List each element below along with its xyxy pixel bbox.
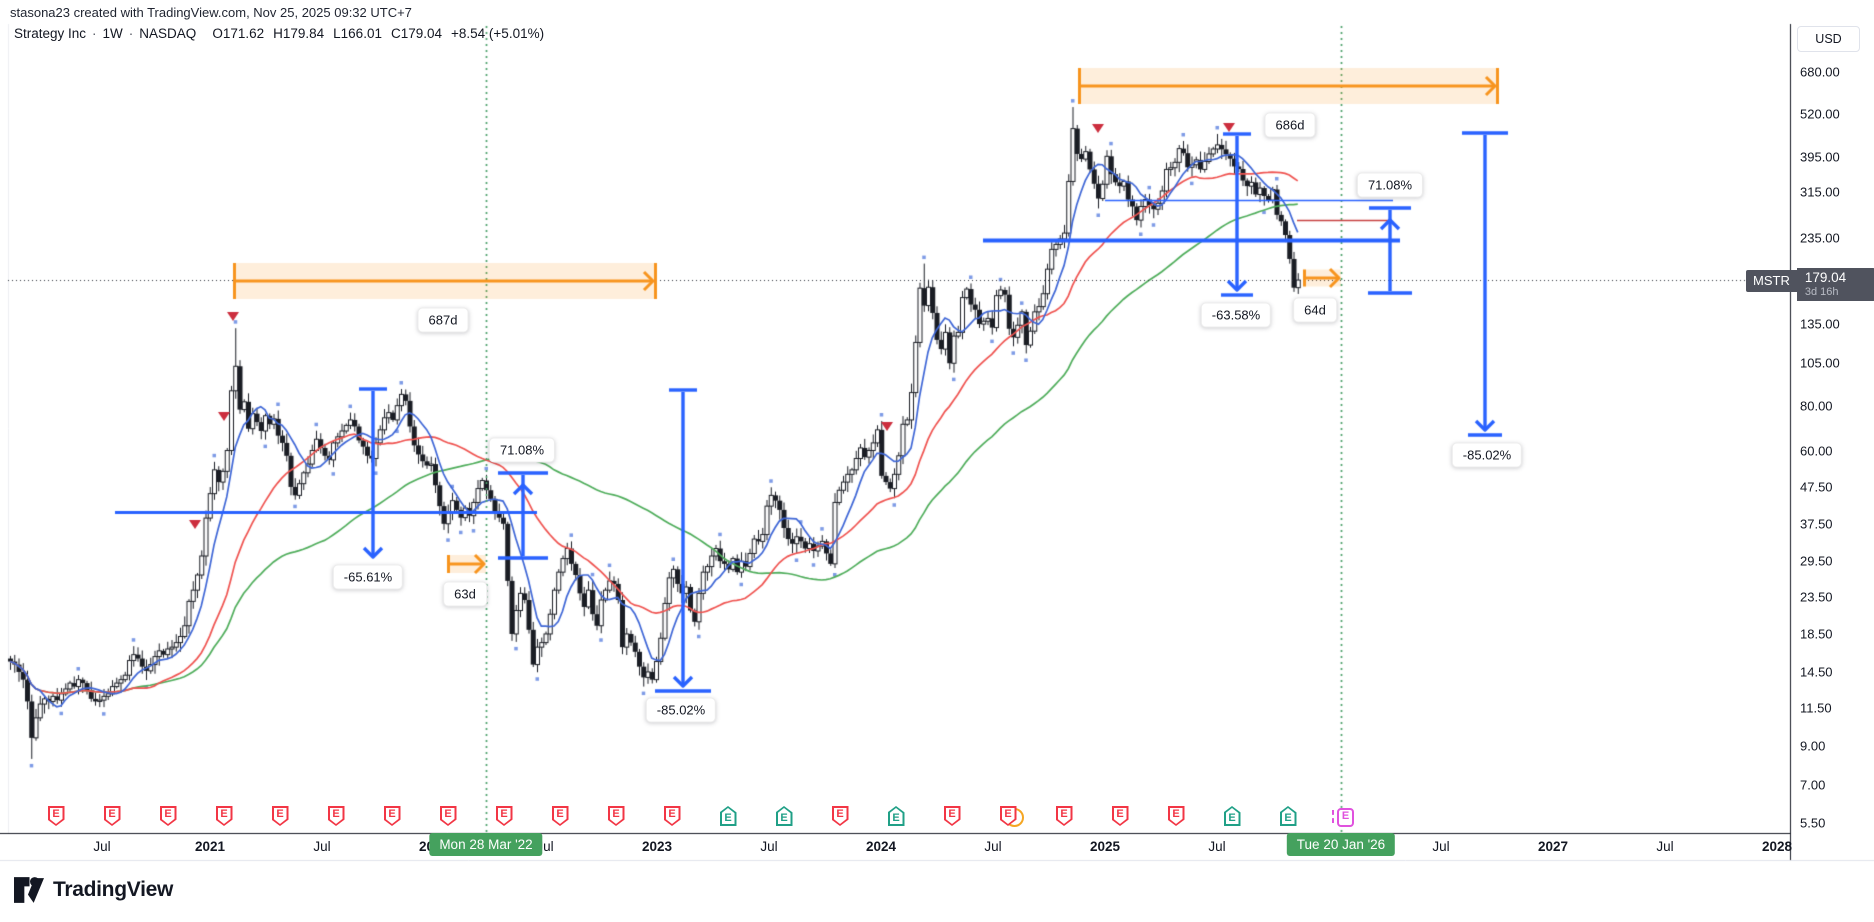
earnings-icon[interactable]: E — [159, 806, 177, 826]
earnings-icon[interactable]: E — [607, 806, 625, 826]
price-tick: 11.50 — [1800, 700, 1832, 716]
last-price-value: 179.04 — [1804, 270, 1847, 285]
earnings-icon[interactable]: E — [271, 806, 289, 826]
annotation-label[interactable]: 71.08% — [1356, 172, 1424, 198]
earnings-projected-icon[interactable]: E — [1337, 808, 1354, 827]
interval-label: 1W — [102, 26, 123, 41]
price-tick: 80.00 — [1800, 398, 1833, 414]
ohlc-open: O171.62 — [212, 26, 265, 41]
price-tick: 520.00 — [1800, 106, 1840, 122]
earnings-icon[interactable]: E — [1055, 806, 1073, 826]
earnings-icon[interactable]: E — [999, 806, 1017, 826]
earnings-icon[interactable]: E — [47, 806, 65, 826]
earnings-icon[interactable]: E — [551, 806, 569, 826]
earnings-icon[interactable]: E — [943, 806, 961, 826]
annotation-label[interactable]: -85.02% — [1451, 442, 1523, 468]
time-tick: Jul — [760, 839, 778, 854]
annotation-label[interactable]: -63.58% — [1200, 302, 1272, 328]
earnings-icon[interactable]: E — [1279, 806, 1297, 826]
price-change: +8.54 (+5.01%) — [451, 26, 545, 41]
earnings-icon[interactable]: E — [103, 806, 121, 826]
tradingview-logo[interactable]: TradingView — [14, 877, 173, 903]
watermark: stasona23 created with TradingView.com, … — [10, 5, 412, 20]
price-tick: 47.50 — [1800, 479, 1833, 495]
time-tick: 2027 — [1537, 839, 1569, 854]
tradingview-logo-text: TradingView — [53, 878, 174, 901]
currency-toggle[interactable]: USD — [1797, 26, 1860, 52]
price-tick: 23.50 — [1800, 589, 1833, 605]
earnings-icon[interactable]: E — [663, 806, 681, 826]
annotation-label[interactable]: 63d — [443, 581, 487, 607]
time-tick: Jul — [1656, 839, 1674, 854]
price-tick: 18.50 — [1800, 626, 1833, 642]
time-tick: 2024 — [865, 839, 897, 854]
earnings-projected-dash — [1332, 810, 1334, 823]
earnings-icon[interactable]: E — [1167, 806, 1185, 826]
earnings-icon[interactable]: E — [215, 806, 233, 826]
tradingview-mark-icon — [14, 877, 53, 903]
earnings-icon[interactable]: E — [1111, 806, 1129, 826]
earnings-icon[interactable]: E — [887, 806, 905, 826]
price-tick: 235.00 — [1800, 230, 1840, 246]
ohlc-low: L166.01 — [333, 26, 382, 41]
earnings-icon[interactable]: E — [1223, 806, 1241, 826]
last-price-badge: MSTR 179.04 3d 16h — [1746, 268, 1874, 301]
earnings-icon[interactable]: E — [439, 806, 457, 826]
time-tick: Jul — [1432, 839, 1450, 854]
annotation-label[interactable]: -85.02% — [645, 697, 717, 723]
annotation-label[interactable]: 686d — [1264, 112, 1316, 138]
price-tick: 9.00 — [1800, 738, 1826, 754]
price-tick: 29.50 — [1800, 553, 1833, 569]
last-price-box: 179.04 3d 16h — [1796, 268, 1874, 301]
symbol-tag: MSTR — [1746, 270, 1797, 292]
currency-label: USD — [1815, 32, 1842, 46]
earnings-icon[interactable]: E — [775, 806, 793, 826]
bar-countdown: 3d 16h — [1804, 286, 1839, 298]
time-tick: 2023 — [641, 839, 673, 854]
exchange-label: NASDAQ — [139, 26, 197, 41]
earnings-icon[interactable]: E — [383, 806, 401, 826]
price-tick: 5.50 — [1800, 815, 1826, 831]
price-tick: 315.00 — [1800, 184, 1840, 200]
annotation-label[interactable]: 687d — [417, 307, 469, 333]
annotation-label[interactable]: 64d — [1293, 297, 1337, 323]
annotation-label[interactable]: -65.61% — [332, 564, 404, 590]
legend-separator: · — [128, 26, 134, 41]
time-tick: 2021 — [194, 839, 226, 854]
earnings-icon[interactable]: E — [495, 806, 513, 826]
symbol-legend[interactable]: Strategy Inc · 1W · NASDAQ O171.62 H179.84 L166… — [14, 26, 544, 41]
price-tick: 14.50 — [1800, 664, 1833, 680]
time-tick: Jul — [984, 839, 1002, 854]
time-tick: 2025 — [1089, 839, 1121, 854]
price-tick: 7.00 — [1800, 777, 1826, 793]
crosshair-date-badge: Tue 20 Jan '26 — [1286, 833, 1396, 856]
symbol-title: Strategy Inc — [14, 26, 87, 41]
price-tick: 60.00 — [1800, 443, 1833, 458]
price-tick: 680.00 — [1800, 64, 1840, 80]
legend-separator: · — [92, 26, 97, 41]
time-tick: 2028 — [1761, 839, 1793, 854]
crosshair-date-badge: Mon 28 Mar '22 — [429, 833, 543, 856]
price-tick: 135.00 — [1800, 316, 1840, 332]
annotation-label[interactable]: 71.08% — [488, 437, 556, 463]
earnings-icon[interactable]: E — [719, 806, 737, 826]
price-tick: 37.50 — [1800, 516, 1833, 532]
time-tick: Jul — [313, 839, 331, 854]
earnings-icon[interactable]: E — [327, 806, 345, 826]
price-tick: 105.00 — [1800, 355, 1840, 371]
time-tick: Jul — [1208, 839, 1226, 854]
time-tick: Jul — [93, 839, 111, 854]
earnings-icon[interactable]: E — [831, 806, 849, 826]
price-tick: 395.00 — [1800, 149, 1840, 165]
ohlc-high: H179.84 — [273, 26, 325, 41]
ohlc-close: C179.04 — [390, 26, 443, 41]
